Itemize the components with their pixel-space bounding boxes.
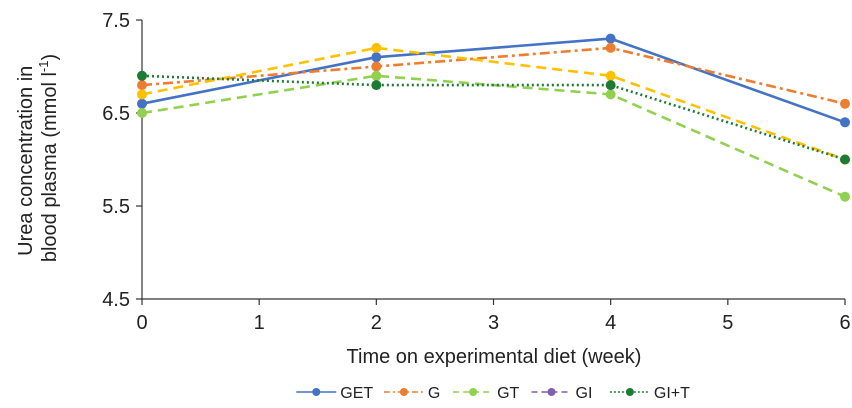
series-line-gi-t bbox=[141, 74, 846, 161]
legend-label-gi-t: GI+T bbox=[654, 385, 690, 402]
data-point-gi bbox=[137, 89, 147, 100]
data-point-gi-t bbox=[371, 80, 382, 91]
legend: GET G GT GI GI+T bbox=[296, 385, 690, 402]
data-point-g bbox=[840, 98, 850, 109]
data-point-g bbox=[605, 42, 616, 53]
data-point-gt bbox=[840, 191, 850, 202]
legend-marker-get bbox=[312, 388, 321, 396]
data-point-gi bbox=[371, 42, 382, 53]
tick-labels: 4.5 5.5 6.5 7.5 0 1 2 3 4 5 6 bbox=[102, 10, 850, 334]
x-tick-label: 2 bbox=[371, 312, 382, 334]
legend-marker-g bbox=[399, 388, 408, 396]
legend-label-get: GET bbox=[340, 385, 373, 402]
data-point-g bbox=[371, 61, 382, 72]
y-tick-label: 5.5 bbox=[102, 196, 130, 218]
legend-marker-gt bbox=[469, 388, 478, 396]
axes bbox=[136, 19, 846, 305]
y-axis-title-line2: blood plasma (mmol l bbox=[39, 72, 61, 262]
y-axis-title-line1: Urea concentration in bbox=[15, 66, 37, 256]
x-tick-label: 3 bbox=[488, 312, 499, 334]
x-tick-label: 6 bbox=[839, 312, 850, 334]
data-point-get bbox=[137, 98, 147, 109]
data-point-gi-t bbox=[605, 80, 616, 91]
plot-area bbox=[137, 33, 850, 202]
data-point-get bbox=[840, 117, 850, 128]
x-axis-title: Time on experimental diet (week) bbox=[347, 346, 642, 368]
data-point-g bbox=[137, 80, 147, 91]
data-point-gi bbox=[605, 70, 616, 81]
data-point-get bbox=[605, 33, 616, 44]
data-point-gt bbox=[605, 89, 616, 100]
data-point-gi-t bbox=[137, 70, 147, 81]
data-point-get bbox=[371, 52, 382, 63]
legend-marker-gi-t bbox=[625, 388, 634, 396]
x-tick-label: 5 bbox=[722, 312, 733, 334]
x-tick-label: 0 bbox=[136, 312, 147, 334]
series-line-gi bbox=[141, 46, 846, 161]
legend-marker-gi bbox=[547, 388, 556, 396]
y-tick-label: 7.5 bbox=[102, 10, 130, 32]
data-point-gt bbox=[137, 108, 147, 118]
y-axis-title-close: ) bbox=[39, 54, 61, 61]
x-tick-label: 1 bbox=[254, 312, 265, 334]
y-tick-label: 4.5 bbox=[102, 289, 130, 311]
legend-label-g: G bbox=[428, 385, 440, 402]
y-axis-title-superscript: -1 bbox=[36, 61, 51, 73]
y-tick-label: 6.5 bbox=[102, 103, 130, 125]
data-point-gi-t bbox=[840, 154, 850, 165]
y-axis-title: Urea concentration in blood plasma (mmol… bbox=[15, 54, 61, 262]
x-tick-label: 4 bbox=[605, 312, 616, 334]
legend-label-gt: GT bbox=[497, 385, 519, 402]
series-line-get bbox=[141, 37, 846, 124]
data-point-gt bbox=[371, 70, 382, 81]
series-line-g bbox=[141, 46, 846, 105]
series-line-gt bbox=[141, 74, 846, 198]
legend-label-gi: GI bbox=[576, 385, 593, 402]
